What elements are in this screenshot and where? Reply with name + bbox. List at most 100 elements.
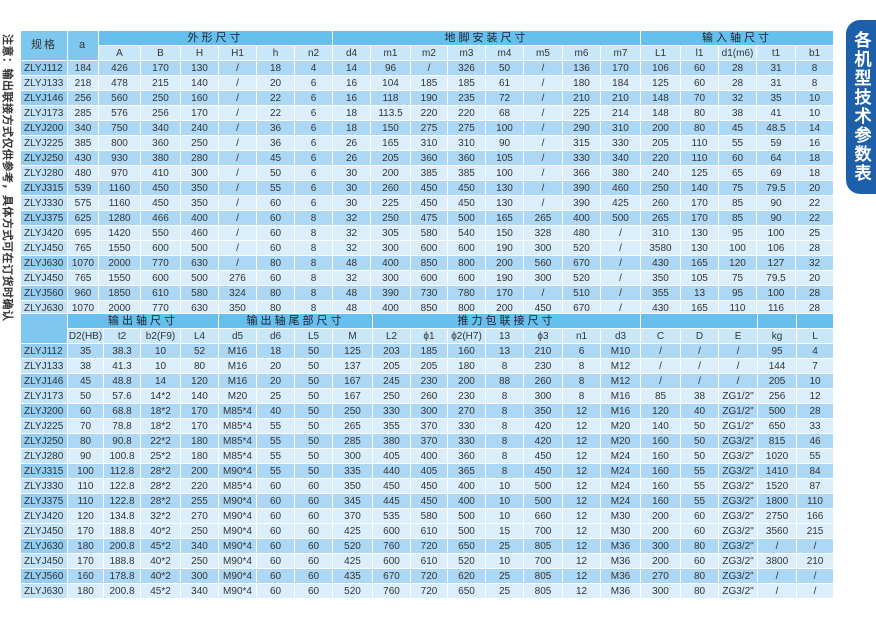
value-cell: 140 (180, 75, 219, 91)
value-cell: 80 (67, 433, 104, 449)
value-cell: 45*2 (140, 583, 181, 599)
value-cell: 3580 (640, 240, 681, 256)
value-cell: 160 (67, 568, 104, 584)
value-cell: 50 (485, 60, 524, 76)
value-cell: 55 (256, 418, 295, 434)
column-header: h (256, 45, 295, 61)
value-cell: 200 (370, 165, 411, 181)
value-cell: 1160 (98, 195, 141, 211)
value-cell: 350 (640, 270, 681, 286)
value-cell: 80 (680, 105, 719, 121)
value-cell: 366 (562, 165, 601, 181)
value-cell: 60 (294, 523, 333, 539)
value-cell: 285 (67, 105, 99, 121)
table-row: ZLYJ375 625 1280 466 400/60 8 32 250 475 500 165 26… (20, 210, 835, 226)
value-cell: 370 (410, 433, 448, 449)
value-cell: 180 (180, 448, 219, 464)
value-cell: 8 (294, 240, 333, 256)
value-cell: 270 (180, 508, 219, 524)
value-cell: 450 (410, 493, 448, 509)
value-cell: 300 (410, 403, 448, 419)
value-cell: 220 (447, 105, 486, 121)
table-row: ZLYJ133 38 41.3 10 80 M16 20 50 137 205 205 180 8 230… (20, 358, 835, 374)
value-cell: 12 (562, 553, 601, 569)
value-cell: ZG3/2" (718, 493, 759, 509)
value-cell: 22 (794, 210, 835, 226)
value-cell: 134.8 (103, 508, 141, 524)
value-cell: M16 (599, 388, 642, 404)
value-cell: 600 (447, 240, 486, 256)
column-header-row: D2(HB) t2 b2(F9) L4 d5 d6 L5 M L2 ϕ1 ϕ2(H7) 13 ϕ3 n1 d… (21, 328, 835, 344)
value-cell: 280 (180, 150, 219, 166)
column-header: L (796, 328, 835, 344)
value-cell: 112.8 (103, 463, 141, 479)
model-cell: ZLYJ250 (20, 150, 68, 166)
value-cell: 60 (718, 150, 757, 166)
column-header: m3 (447, 45, 486, 61)
value-cell: 250 (332, 403, 373, 419)
value-cell: 203 (372, 343, 411, 359)
header-group: 规格 (20, 30, 68, 61)
value-cell: 305 (370, 225, 411, 241)
value-cell: 148 (640, 105, 681, 121)
value-cell: M24 (599, 463, 642, 479)
value-cell: 85 (718, 210, 757, 226)
value-cell: 750 (98, 120, 141, 136)
value-cell: 380 (372, 433, 411, 449)
value-cell: 8 (794, 75, 835, 91)
value-cell: 180 (67, 583, 104, 599)
value-cell: 8 (485, 403, 524, 419)
value-cell: 256 (67, 90, 99, 106)
value-cell: 68.8 (103, 403, 141, 419)
value-cell: 3800 (757, 553, 798, 569)
header-group: 地脚安装尺寸 (332, 30, 641, 46)
value-cell: 60 (67, 403, 104, 419)
value-cell: 270 (447, 403, 486, 419)
column-header: L1 (640, 45, 681, 61)
value-cell: 350 (218, 300, 257, 316)
value-cell: 445 (372, 493, 411, 509)
value-cell: 13 (485, 343, 524, 359)
value-cell: 550 (140, 225, 181, 241)
value-cell: 6 (294, 135, 333, 151)
column-header: d1(m6) (718, 45, 757, 61)
value-cell: 450 (410, 195, 448, 211)
value-cell: 800 (447, 255, 486, 271)
value-cell: 6 (562, 343, 601, 359)
value-cell: 100.8 (103, 448, 141, 464)
value-cell: / (523, 75, 563, 91)
value-cell: 170 (600, 60, 641, 76)
value-cell: 730 (410, 285, 448, 301)
value-cell: 260 (640, 195, 681, 211)
value-cell: 450 (372, 478, 411, 494)
value-cell: M24 (599, 448, 642, 464)
value-cell: 450 (523, 448, 563, 464)
model-cell: ZLYJ560 (20, 285, 68, 301)
value-cell: 96 (370, 60, 411, 76)
model-cell: ZLYJ375 (20, 493, 68, 509)
value-cell: 12 (562, 568, 601, 584)
value-cell: 10 (794, 105, 835, 121)
value-cell: 10 (485, 508, 524, 524)
value-cell: M36 (599, 553, 642, 569)
value-cell: 40*2 (140, 568, 181, 584)
value-cell: ZG3/2" (718, 523, 759, 539)
value-cell: 500 (757, 403, 798, 419)
value-cell: 45*2 (140, 538, 181, 554)
value-cell: 38 (718, 105, 757, 121)
value-cell: 12 (562, 418, 601, 434)
value-cell: 144 (757, 358, 798, 374)
value-cell: / (218, 150, 257, 166)
value-cell: 340 (180, 583, 219, 599)
value-cell: 60 (256, 240, 295, 256)
value-cell: M85*4 (218, 478, 257, 494)
table-row: ZLYJ315 100 112.8 28*2 200 M90*4 55 50 335 440 405… (20, 463, 835, 479)
value-cell: 64 (756, 150, 796, 166)
value-cell: 360 (140, 135, 181, 151)
value-cell: 1410 (757, 463, 798, 479)
value-cell: 355 (640, 285, 681, 301)
value-cell: 425 (600, 195, 641, 211)
value-cell: 87 (796, 478, 835, 494)
value-cell: 218 (67, 75, 99, 91)
value-cell: 160 (180, 90, 219, 106)
